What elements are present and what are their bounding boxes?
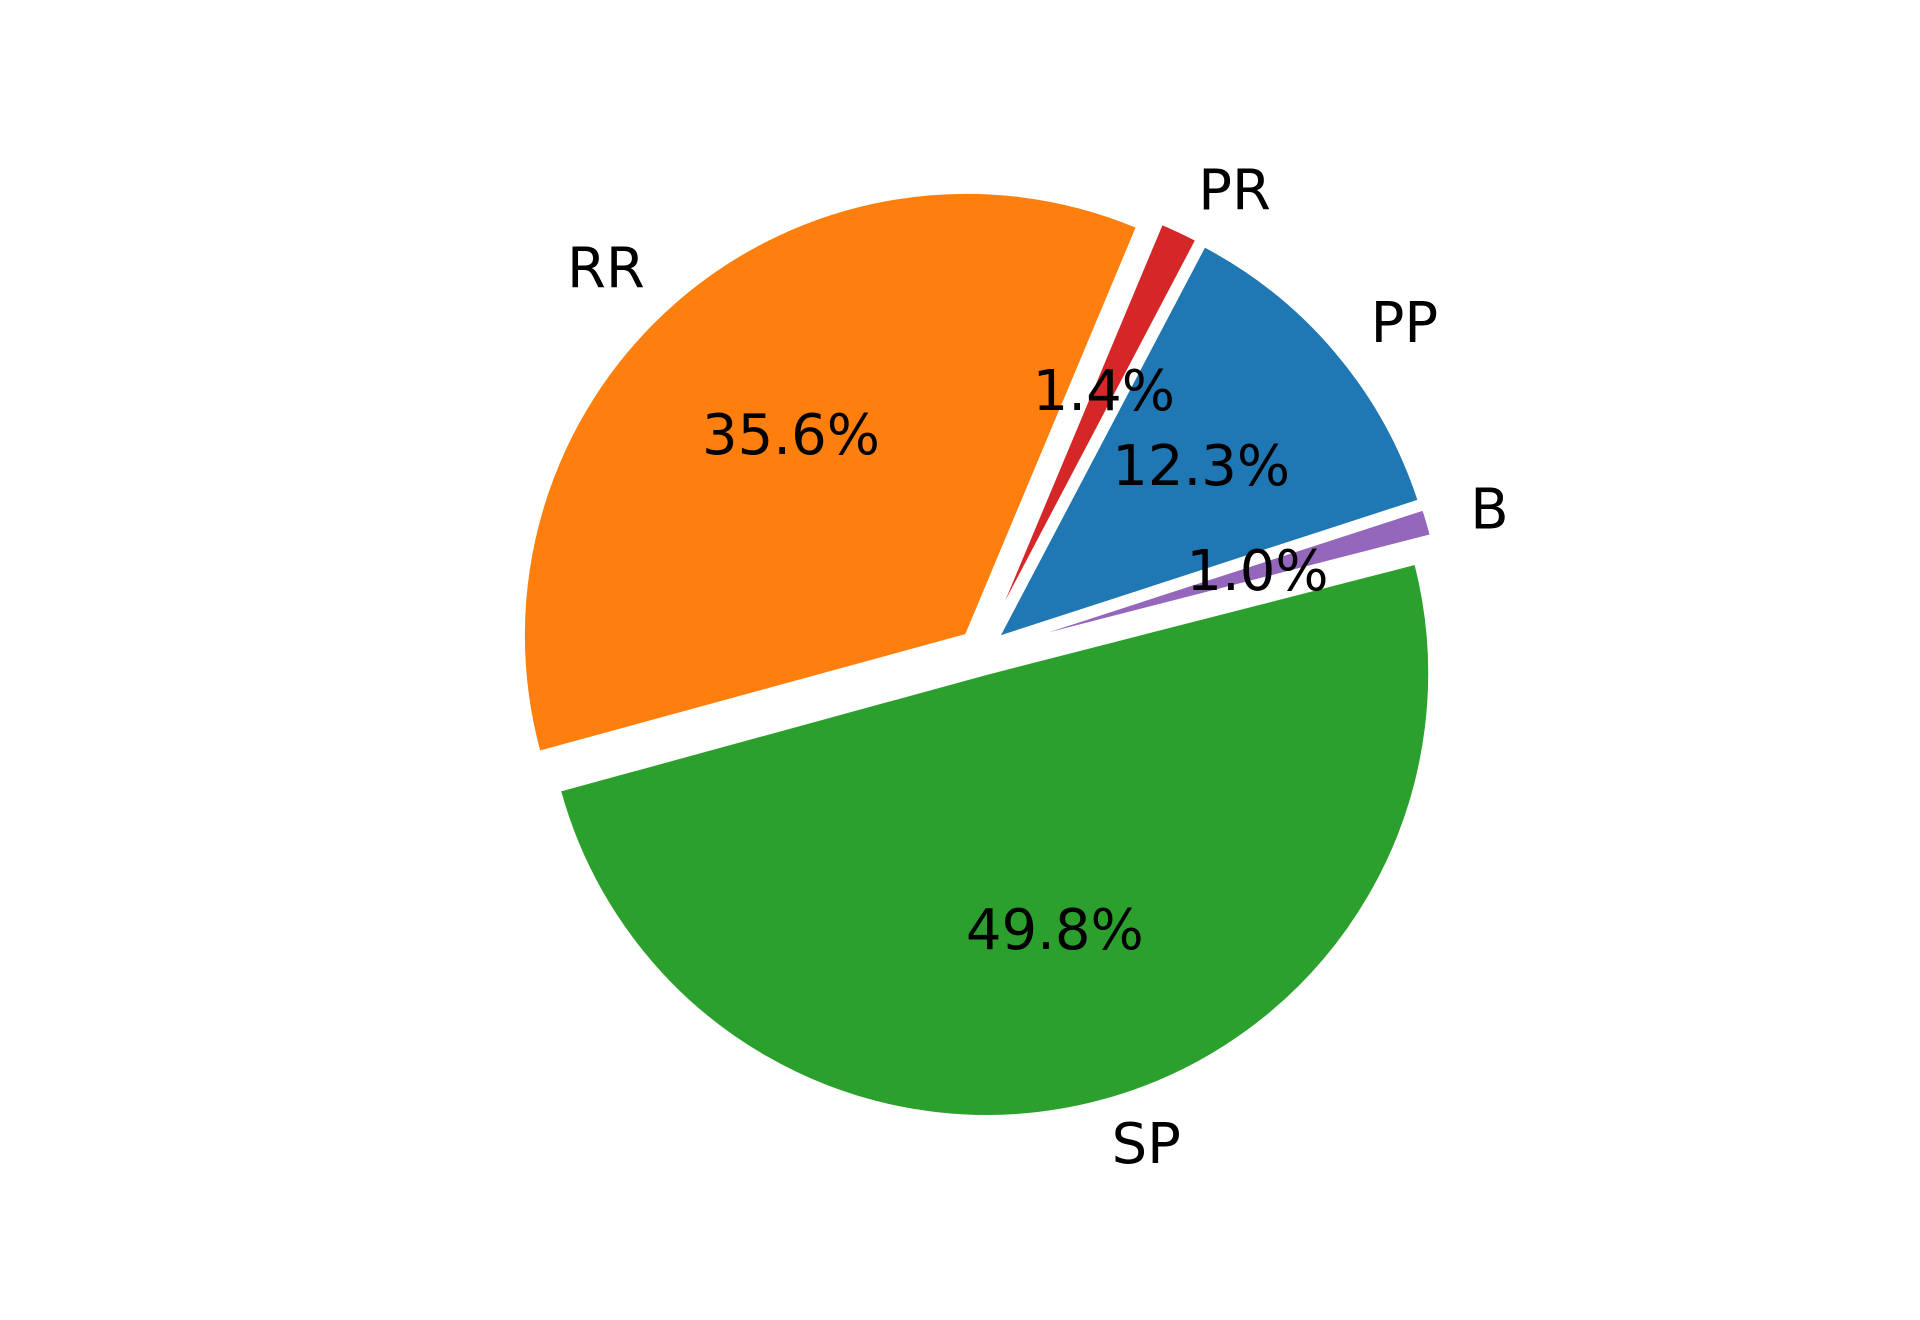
category-label-b: B: [1470, 477, 1508, 542]
slices-layer: [521, 190, 1434, 1118]
labels-layer: PP 12.3% PR 1.4% RR 35.6% SP 49.8% B 1.0%: [567, 159, 1509, 1177]
value-label-pp: 12.3%: [1112, 434, 1290, 499]
value-label-pr: 1.4%: [1033, 359, 1175, 424]
category-label-sp: SP: [1112, 1112, 1181, 1177]
category-label-pp: PP: [1371, 291, 1439, 356]
pie-slice-pr: [989, 221, 1199, 633]
category-label-rr: RR: [567, 237, 645, 302]
pie-slice-pp: [994, 243, 1422, 641]
value-label-sp: 49.8%: [966, 898, 1144, 963]
value-label-rr: 35.6%: [702, 403, 880, 468]
pie-slice-b: [1001, 507, 1434, 648]
category-label-pr: PR: [1198, 159, 1271, 224]
value-label-b: 1.0%: [1186, 539, 1328, 604]
pie-slice-sp: [557, 561, 1432, 1118]
pie-slice-rr: [521, 190, 1140, 755]
